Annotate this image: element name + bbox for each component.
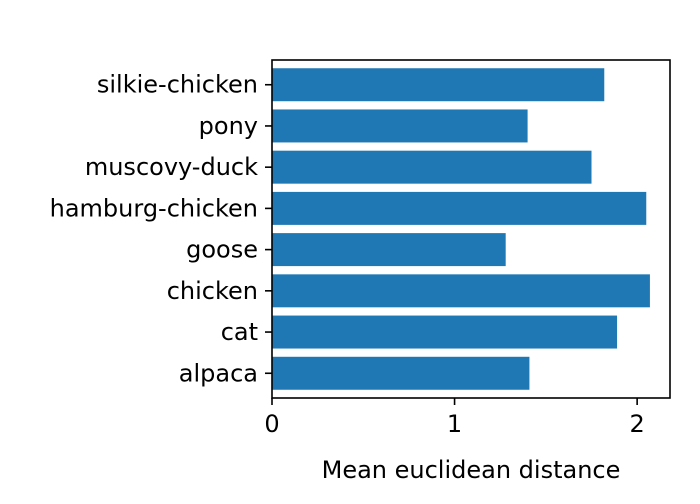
y-tick-label: hamburg-chicken <box>50 194 258 222</box>
bar-chicken <box>272 274 650 308</box>
x-tick-label: 0 <box>264 410 279 438</box>
bars-group <box>272 68 650 390</box>
y-tick-label: cat <box>221 318 258 346</box>
y-tick-label: pony <box>199 112 258 140</box>
y-tick-label: goose <box>186 236 258 264</box>
x-axis-label: Mean euclidean distance <box>322 456 621 484</box>
y-tick-label: silkie-chicken <box>97 71 258 99</box>
plot-frame <box>271 59 671 399</box>
bar-goose <box>272 233 506 267</box>
y-tick-label: chicken <box>167 277 258 305</box>
y-tick-label: muscovy-duck <box>85 153 258 181</box>
bar-hamburg-chicken <box>272 191 647 225</box>
y-tick-label: alpaca <box>179 359 258 387</box>
bar-cat <box>272 315 618 349</box>
x-tick-label: 2 <box>629 410 644 438</box>
bar-muscovy-duck <box>272 150 592 184</box>
x-axis-ticks: 0 1 2 <box>264 398 645 438</box>
bar-silkie-chicken <box>272 68 605 102</box>
bar-alpaca <box>272 356 530 390</box>
x-tick-label: 1 <box>447 410 462 438</box>
bar-pony <box>272 109 528 143</box>
y-axis-ticks: alpaca cat chicken goose hamburg-chicken musc… <box>50 71 272 387</box>
